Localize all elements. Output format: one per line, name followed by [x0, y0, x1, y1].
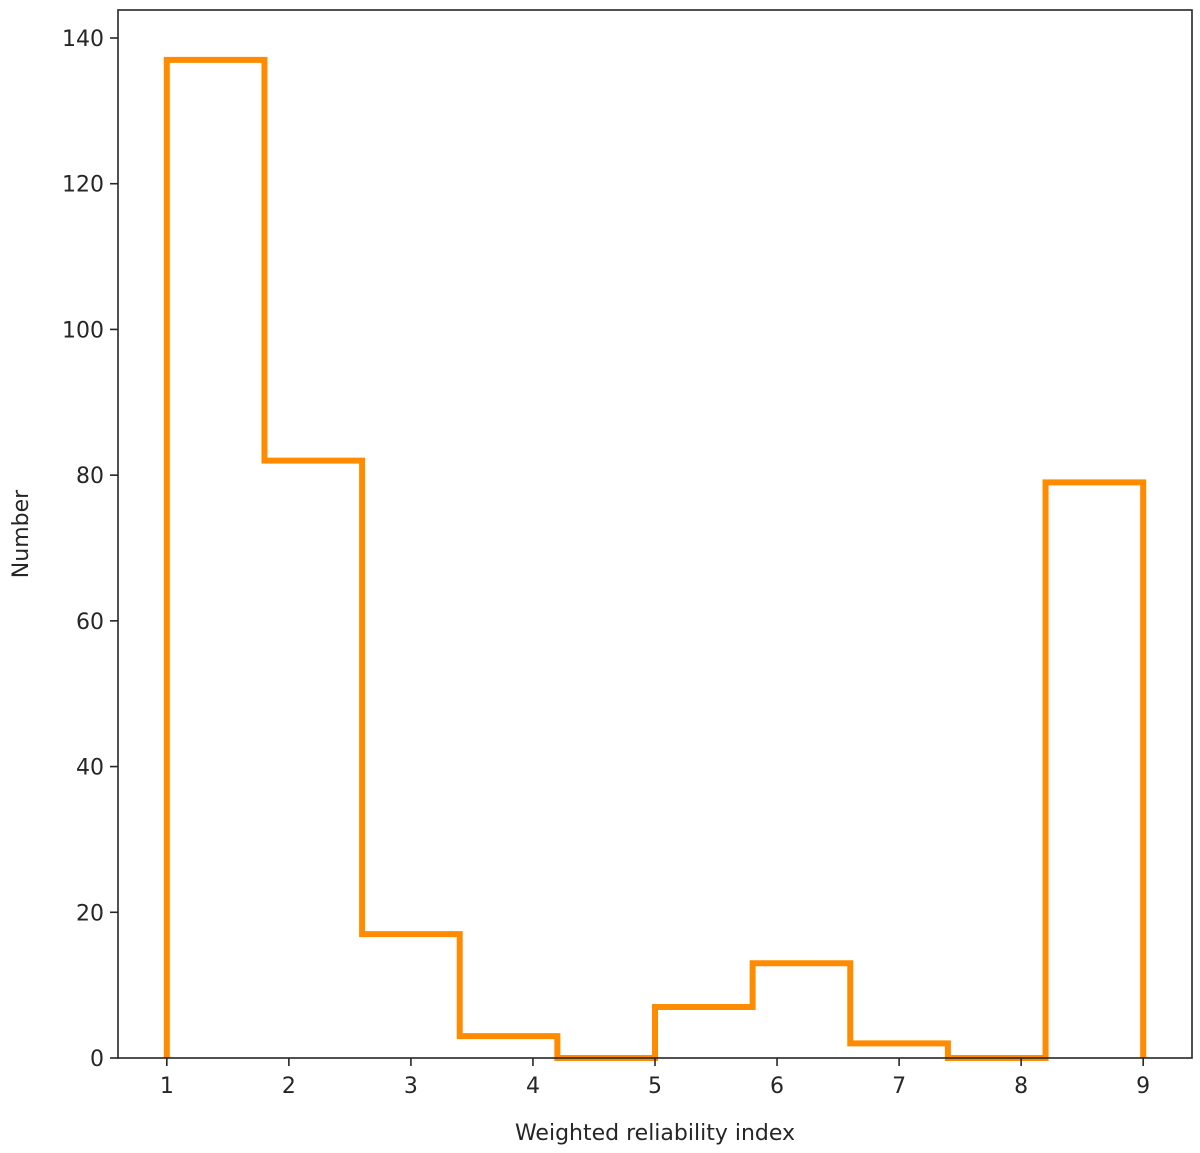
- y-axis-label: Number: [9, 489, 34, 578]
- x-tick-label: 9: [1136, 1074, 1150, 1099]
- x-tick-label: 3: [404, 1074, 418, 1099]
- x-tick-label: 7: [892, 1074, 906, 1099]
- histogram-step-outline: [163, 56, 1147, 1061]
- x-tick-label: 1: [160, 1074, 174, 1099]
- plot-area: [117, 9, 1193, 1061]
- y-tick-label: 60: [76, 610, 104, 635]
- y-tick-label: 80: [76, 464, 104, 489]
- x-tick-label: 5: [648, 1074, 662, 1099]
- y-tick-label: 120: [62, 173, 104, 198]
- y-axis-ticks: 0 20 40 60 80 100 120 140: [62, 27, 118, 1072]
- y-tick-label: 140: [62, 27, 104, 52]
- x-tick-label: 2: [282, 1074, 296, 1099]
- axes-frame: [117, 9, 1193, 1059]
- x-axis-label: Weighted reliability index: [515, 1121, 795, 1146]
- x-tick-label: 8: [1014, 1074, 1028, 1099]
- x-tick-label: 4: [526, 1074, 540, 1099]
- y-tick-label: 20: [76, 901, 104, 926]
- y-tick-label: 100: [62, 318, 104, 343]
- x-axis-ticks: 1 2 3 4 5 6 7 8 9: [160, 1058, 1150, 1099]
- y-tick-label: 40: [76, 756, 104, 781]
- x-tick-label: 6: [770, 1074, 784, 1099]
- y-tick-label: 0: [90, 1047, 104, 1072]
